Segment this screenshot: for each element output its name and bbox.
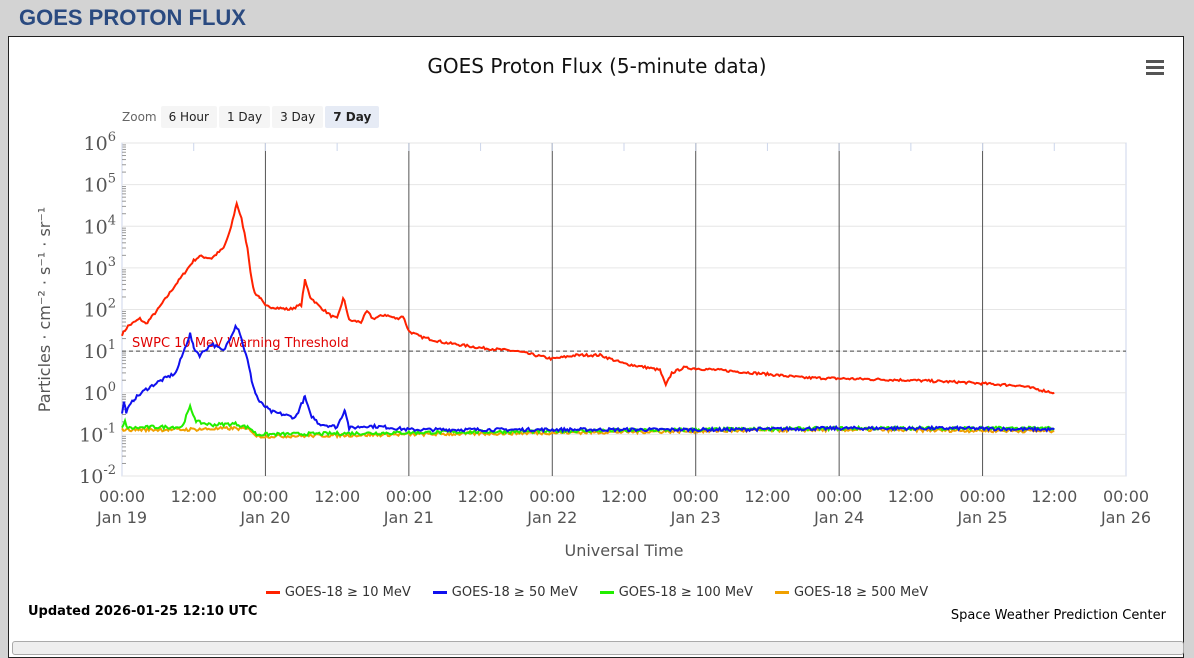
y-tick-label: 10-2	[79, 463, 116, 488]
zoom-3-day-button[interactable]: 3 Day	[272, 106, 324, 128]
y-tick-label: 103	[84, 255, 116, 280]
y-tick-label: 105	[84, 172, 116, 197]
credit-text: Space Weather Prediction Center	[950, 608, 1166, 623]
x-tick-time: 00:00	[1103, 487, 1149, 506]
legend: GOES-18 ≥ 10 MeV GOES-18 ≥ 50 MeV GOES-1…	[0, 585, 1194, 600]
x-tick-time: 12:00	[744, 487, 790, 506]
x-tick-time: 12:00	[1031, 487, 1077, 506]
chart-menu-icon[interactable]	[1146, 60, 1164, 78]
series-line-2	[121, 323, 1055, 434]
legend-label: GOES-18 ≥ 10 MeV	[284, 585, 411, 600]
y-axis-title: Particles · cm⁻² · s⁻¹ · sr⁻¹	[35, 207, 54, 412]
legend-item-50mev[interactable]: GOES-18 ≥ 50 MeV	[432, 585, 578, 600]
x-tick-date: Jan 22	[526, 508, 577, 527]
x-tick-date: Jan 24	[813, 508, 864, 527]
x-tick-time: 00:00	[242, 487, 288, 506]
x-tick-time: 00:00	[529, 487, 575, 506]
zoom-6-hour-button[interactable]: 6 Hour	[160, 106, 217, 128]
x-tick-time: 12:00	[171, 487, 217, 506]
x-axis-title: Universal Time	[564, 541, 683, 560]
legend-label: GOES-18 ≥ 500 MeV	[793, 585, 929, 600]
x-tick-date: Jan 23	[670, 508, 721, 527]
legend-label: GOES-18 ≥ 50 MeV	[451, 585, 578, 600]
legend-item-100mev[interactable]: GOES-18 ≥ 100 MeV	[599, 585, 753, 600]
zoom-7-day-button[interactable]: 7 Day	[325, 106, 380, 128]
y-tick-label: 100	[84, 380, 116, 405]
x-tick-date: Jan 20	[239, 508, 290, 527]
y-tick-label: 102	[84, 297, 116, 322]
x-tick-date: Jan 19	[96, 508, 147, 527]
x-tick-date: Jan 26	[1100, 508, 1151, 527]
legend-item-500mev[interactable]: GOES-18 ≥ 500 MeV	[774, 585, 929, 600]
x-tick-time: 00:00	[816, 487, 862, 506]
zoom-label: Zoom	[122, 110, 157, 124]
updated-timestamp: Updated 2026-01-25 12:10 UTC	[28, 604, 258, 619]
zoom-1-day-button[interactable]: 1 Day	[218, 106, 271, 128]
x-tick-time: 12:00	[888, 487, 934, 506]
x-tick-time: 00:00	[386, 487, 432, 506]
zoom-toolbar: Zoom 6 Hour 1 Day 3 Day 7 Day	[122, 106, 381, 128]
bottom-panel	[12, 641, 1184, 655]
legend-label: GOES-18 ≥ 100 MeV	[618, 585, 753, 600]
threshold-label: SWPC 10 MeV Warning Threshold	[132, 336, 349, 351]
x-tick-time: 00:00	[960, 487, 1006, 506]
y-tick-label: 106	[84, 130, 116, 155]
x-tick-time: 12:00	[458, 487, 504, 506]
y-tick-label: 104	[84, 213, 116, 238]
series-line-1	[121, 199, 1055, 395]
x-tick-date: Jan 25	[957, 508, 1008, 527]
x-tick-time: 00:00	[673, 487, 719, 506]
x-tick-time: 12:00	[601, 487, 647, 506]
x-tick-time: 12:00	[314, 487, 360, 506]
chart-title: GOES Proton Flux (5-minute data)	[427, 54, 767, 78]
y-tick-label: 101	[84, 338, 116, 363]
legend-item-10mev[interactable]: GOES-18 ≥ 10 MeV	[265, 585, 411, 600]
y-tick-label: 10-1	[79, 421, 116, 446]
x-tick-date: Jan 21	[383, 508, 434, 527]
x-tick-time: 00:00	[99, 487, 145, 506]
page-title: GOES PROTON FLUX	[19, 5, 246, 30]
